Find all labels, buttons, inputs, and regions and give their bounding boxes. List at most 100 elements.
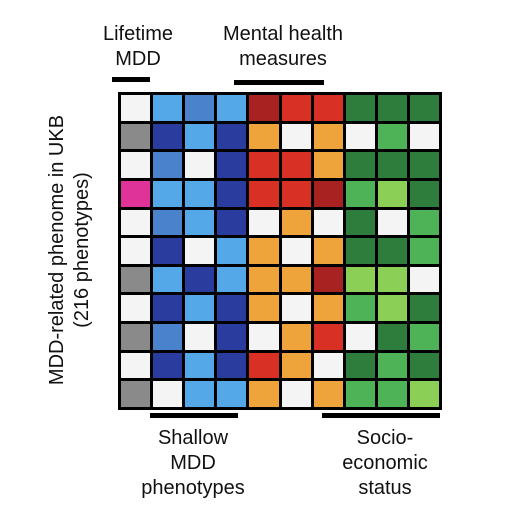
heatmap-cell [409, 209, 439, 236]
heatmap-cell [217, 123, 247, 150]
heatmap-cell [345, 238, 375, 264]
heatmap-cell [313, 180, 343, 207]
heatmap-cell [313, 266, 343, 293]
heatmap-cell [121, 381, 151, 407]
heatmap-cell [409, 180, 439, 207]
heatmap-cell [121, 238, 151, 264]
heatmap-cell [409, 352, 439, 379]
heatmap-cell [409, 381, 439, 407]
heatmap-cell [185, 324, 215, 350]
socio-label-line3: status [358, 477, 412, 499]
heatmap-cell [217, 324, 247, 350]
heatmap-cell [345, 295, 375, 322]
lifetime-mdd-bar [112, 77, 150, 82]
heatmap-cell [249, 238, 279, 264]
heatmap-cell [153, 266, 183, 293]
heatmap-cell [377, 324, 407, 350]
heatmap-cell [217, 209, 247, 236]
heatmap-cell [121, 209, 151, 236]
heatmap-cell [249, 324, 279, 350]
heatmap-cell [377, 352, 407, 379]
heatmap-cell [281, 180, 311, 207]
heatmap-cell [153, 180, 183, 207]
heatmap-cell [153, 381, 183, 407]
heatmap-cell [281, 209, 311, 236]
heatmap-cell [217, 266, 247, 293]
heatmap-cell [185, 95, 215, 121]
shallow-label-line3: phenotypes [141, 477, 245, 499]
shallow-mdd-label: Shallow MDD phenotypes [118, 426, 268, 501]
heatmap-cell [249, 209, 279, 236]
heatmap-cell [249, 180, 279, 207]
lifetime-label-line1: Lifetime [102, 23, 174, 45]
heatmap-cell [281, 238, 311, 264]
heatmap-cell [377, 152, 407, 178]
heatmap-cell [153, 209, 183, 236]
heatmap-cell [377, 295, 407, 322]
heatmap-cell [377, 209, 407, 236]
heatmap-cell [121, 266, 151, 293]
heatmap-cell [249, 152, 279, 178]
heatmap-cell [345, 152, 375, 178]
heatmap-cell [185, 295, 215, 322]
heatmap-cell [217, 295, 247, 322]
heatmap-cell [313, 95, 343, 121]
heatmap-cell [249, 266, 279, 293]
heatmap-cell [281, 352, 311, 379]
heatmap-cell [409, 123, 439, 150]
heatmap-cell [345, 180, 375, 207]
heatmap-cell [249, 295, 279, 322]
heatmap-cell [409, 324, 439, 350]
heatmap-cell [121, 352, 151, 379]
y-axis-label: MDD-related phenome in UKB (216 phenotyp… [45, 100, 95, 400]
heatmap-cell [345, 266, 375, 293]
heatmap-cell [281, 324, 311, 350]
heatmap-cell [153, 123, 183, 150]
heatmap-cell [153, 352, 183, 379]
heatmap-cell [345, 95, 375, 121]
mental-health-label: Mental health measures [200, 22, 366, 72]
heatmap-cell [377, 123, 407, 150]
heatmap-cell [185, 152, 215, 178]
heatmap-cell [281, 123, 311, 150]
heatmap-cell [153, 295, 183, 322]
heatmap-cell [217, 381, 247, 407]
heatmap-cell [249, 352, 279, 379]
heatmap-cell [217, 352, 247, 379]
heatmap-cell [409, 95, 439, 121]
heatmap-cell [313, 152, 343, 178]
heatmap-cell [281, 266, 311, 293]
heatmap-cell [345, 381, 375, 407]
heatmap-cell [185, 123, 215, 150]
heatmap-cell [185, 352, 215, 379]
heatmap-cell [121, 123, 151, 150]
heatmap-cell [377, 180, 407, 207]
heatmap-cell [377, 238, 407, 264]
heatmap-cell [217, 152, 247, 178]
heatmap-cell [313, 324, 343, 350]
heatmap-cell [345, 352, 375, 379]
heatmap-cell [377, 95, 407, 121]
mental-health-bar [234, 80, 324, 85]
socio-label-line1: Socio- [356, 427, 414, 449]
shallow-mdd-bar [150, 413, 238, 418]
heatmap-cell [313, 238, 343, 264]
heatmap-cell [121, 295, 151, 322]
mental-label-line1: Mental health [222, 23, 344, 45]
socioeconomic-label: Socio- economic status [322, 426, 448, 501]
lifetime-label-line2: MDD [115, 48, 161, 70]
heatmap-cell [313, 123, 343, 150]
heatmap-cell [377, 381, 407, 407]
heatmap-cell [153, 324, 183, 350]
heatmap-cell [313, 209, 343, 236]
socioeconomic-bar [322, 413, 440, 418]
heatmap-cell [409, 238, 439, 264]
heatmap-cell [281, 381, 311, 407]
heatmap-cell [313, 352, 343, 379]
heatmap-cell [185, 180, 215, 207]
heatmap-cell [281, 295, 311, 322]
heatmap-cell [217, 238, 247, 264]
shallow-label-line1: Shallow [157, 427, 229, 449]
heatmap-cell [281, 95, 311, 121]
phenotype-heatmap-grid [118, 92, 442, 410]
